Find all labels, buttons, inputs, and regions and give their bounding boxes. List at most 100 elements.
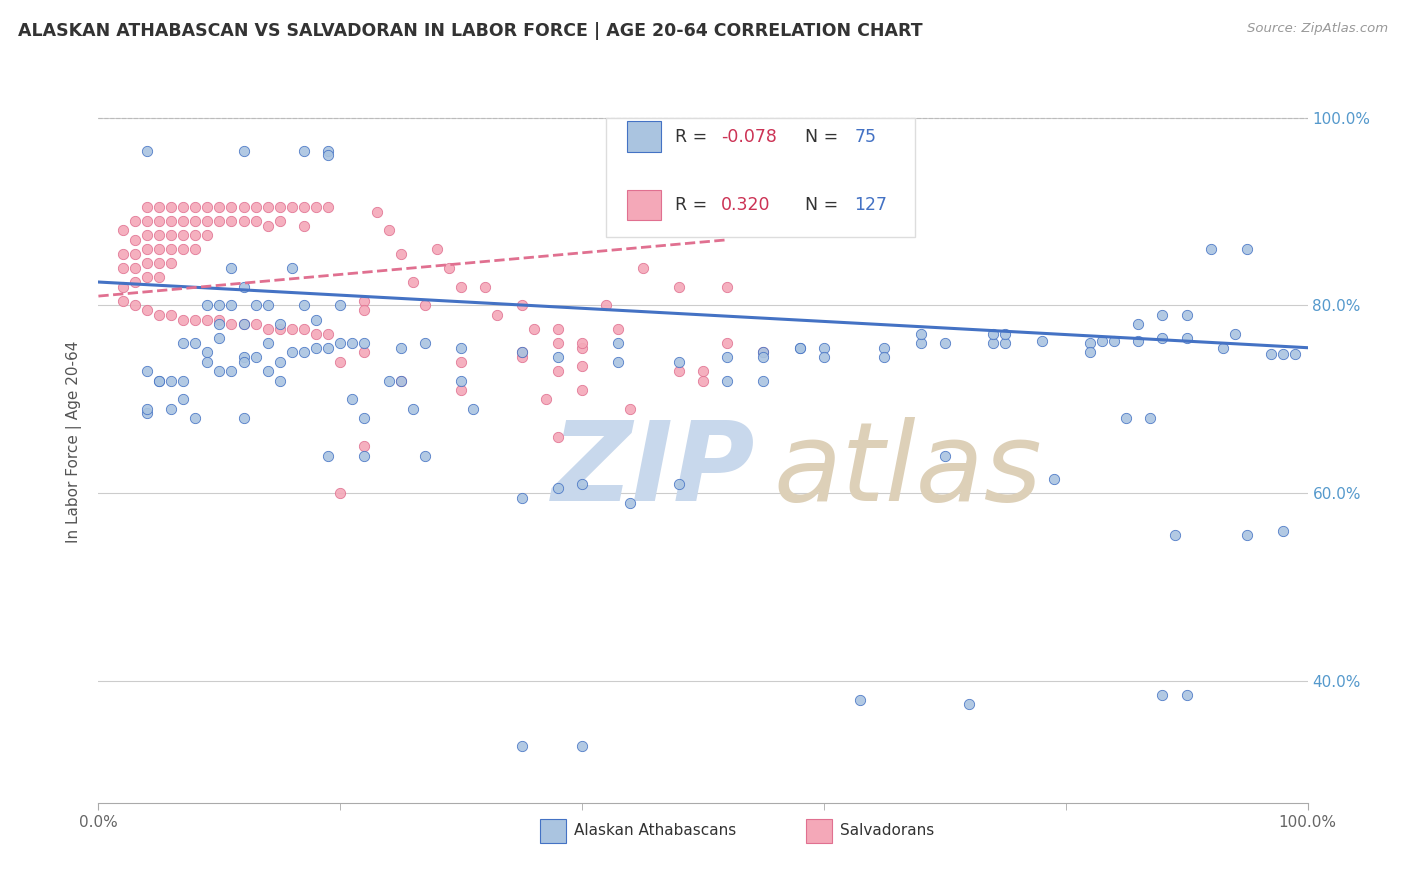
Point [510, 350, 533, 364]
Point [1152, 331, 1174, 345]
Point [437, 260, 460, 275]
Point [305, 200, 328, 214]
Point [534, 392, 557, 407]
FancyBboxPatch shape [806, 820, 832, 843]
Point [413, 449, 436, 463]
Point [402, 401, 425, 416]
Point [450, 374, 472, 388]
Point [221, 214, 243, 228]
Point [571, 336, 593, 351]
Point [305, 326, 328, 341]
Point [221, 260, 243, 275]
Point [184, 228, 207, 243]
Point [316, 200, 339, 214]
Point [377, 374, 399, 388]
Point [813, 350, 835, 364]
Point [195, 200, 218, 214]
Point [752, 350, 775, 364]
Point [1272, 347, 1295, 361]
Point [184, 312, 207, 326]
Point [450, 279, 472, 293]
Point [135, 144, 157, 158]
Point [353, 449, 375, 463]
Point [1152, 308, 1174, 322]
Point [148, 200, 170, 214]
Point [957, 698, 980, 712]
Point [148, 270, 170, 285]
Point [292, 144, 315, 158]
Point [329, 298, 352, 312]
Point [716, 336, 738, 351]
Point [342, 336, 364, 351]
Point [111, 293, 134, 308]
Point [292, 345, 315, 359]
Point [269, 374, 291, 388]
Point [221, 318, 243, 332]
Point [124, 298, 146, 312]
Point [873, 350, 896, 364]
Point [184, 411, 207, 425]
Point [184, 336, 207, 351]
Point [160, 308, 183, 322]
Point [281, 345, 304, 359]
Point [1236, 528, 1258, 542]
Point [1128, 334, 1150, 348]
Point [111, 247, 134, 261]
Point [934, 336, 956, 351]
Point [571, 476, 593, 491]
Point [124, 275, 146, 289]
Point [1175, 688, 1198, 702]
Point [668, 364, 690, 378]
Text: Alaskan Athabascans: Alaskan Athabascans [574, 823, 735, 838]
Point [716, 279, 738, 293]
Point [208, 214, 231, 228]
FancyBboxPatch shape [540, 820, 567, 843]
Point [716, 350, 738, 364]
Point [994, 336, 1017, 351]
Point [208, 318, 231, 332]
Point [510, 491, 533, 505]
Point [813, 341, 835, 355]
Point [232, 214, 254, 228]
Point [450, 341, 472, 355]
Point [160, 242, 183, 256]
Point [160, 256, 183, 270]
Point [135, 303, 157, 318]
Point [148, 242, 170, 256]
Point [124, 233, 146, 247]
Point [135, 270, 157, 285]
Point [1031, 334, 1053, 348]
Text: ZIP: ZIP [551, 417, 755, 524]
Point [135, 401, 157, 416]
Point [595, 298, 617, 312]
Point [463, 401, 485, 416]
Text: -0.078: -0.078 [721, 128, 778, 145]
Point [1284, 347, 1306, 361]
Point [256, 298, 278, 312]
Point [160, 200, 183, 214]
Point [269, 318, 291, 332]
Point [523, 322, 546, 336]
Point [195, 228, 218, 243]
FancyBboxPatch shape [627, 121, 661, 152]
Point [413, 298, 436, 312]
Point [1102, 334, 1125, 348]
Point [389, 374, 412, 388]
Point [1175, 331, 1198, 345]
Point [172, 214, 194, 228]
Point [353, 345, 375, 359]
Point [668, 355, 690, 369]
Point [184, 214, 207, 228]
Point [232, 279, 254, 293]
Point [547, 350, 569, 364]
Point [716, 374, 738, 388]
Point [195, 312, 218, 326]
Point [232, 200, 254, 214]
Point [692, 364, 714, 378]
Point [413, 336, 436, 351]
Point [269, 322, 291, 336]
Point [232, 355, 254, 369]
Point [232, 144, 254, 158]
Point [329, 336, 352, 351]
Point [184, 200, 207, 214]
